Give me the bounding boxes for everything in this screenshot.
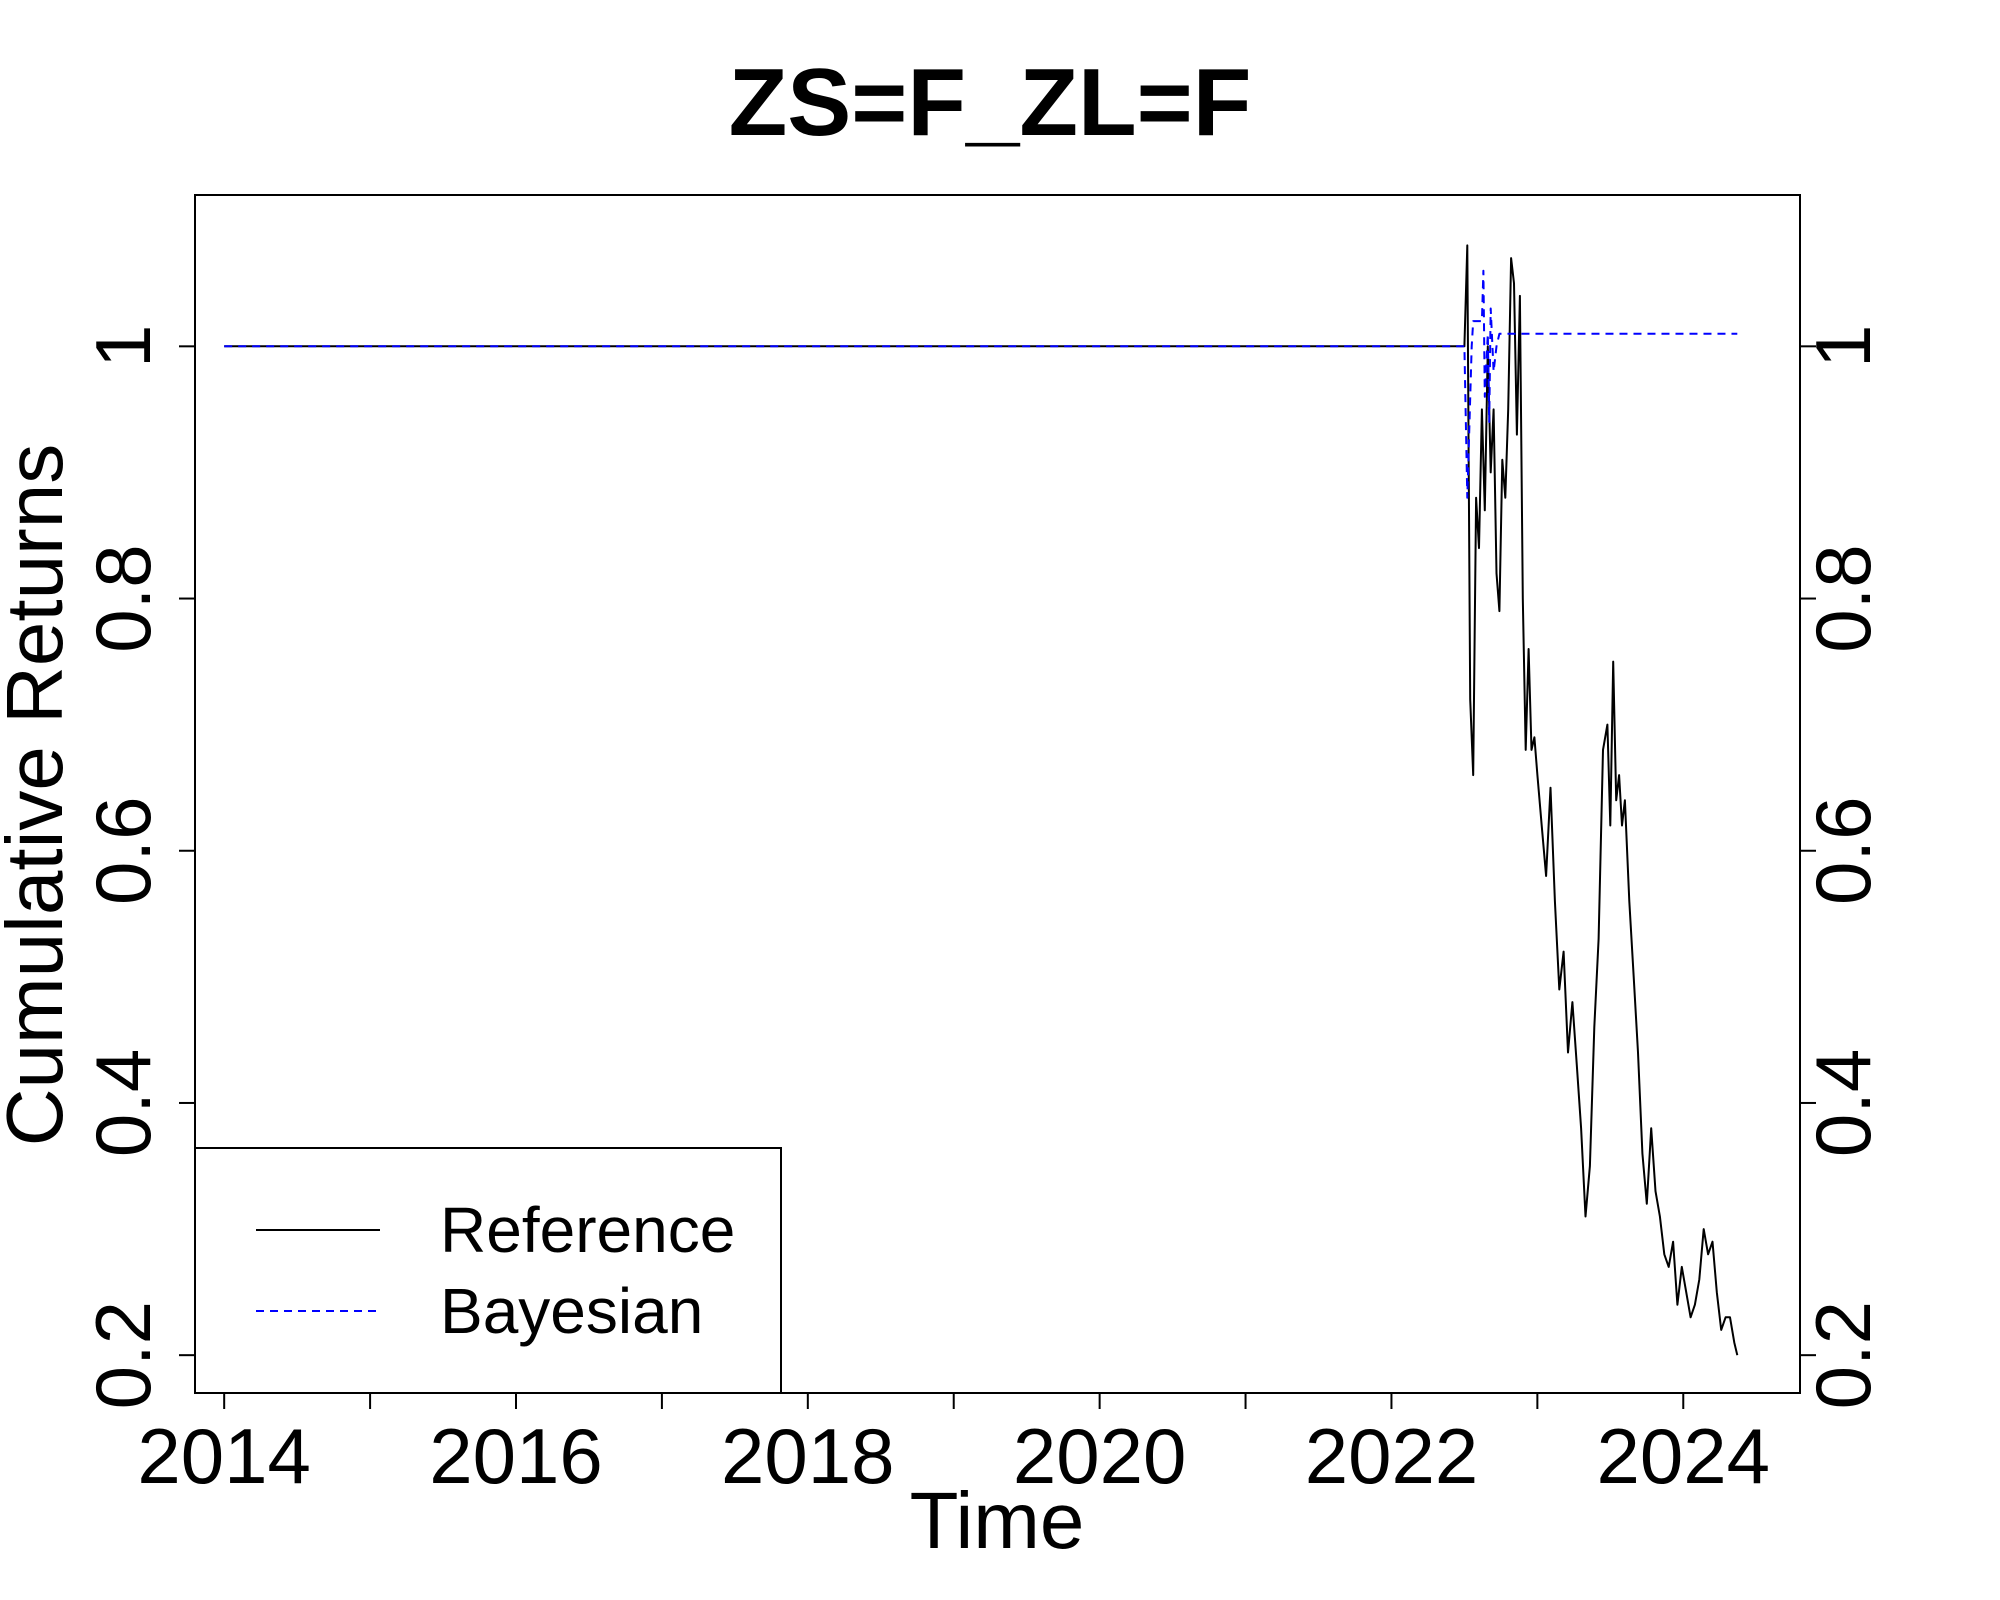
y-axis-right: 0.2 0.4 0.6 0.8 1 — [1799, 325, 1887, 1410]
y-tick-label-right-1: 1 — [1799, 325, 1887, 368]
x-tick-label-2024: 2024 — [1597, 1412, 1771, 1500]
legend-label-reference: Reference — [440, 1194, 735, 1266]
y-tick-label-left-0.2: 0.2 — [79, 1301, 167, 1409]
x-tick-label-2014: 2014 — [137, 1412, 311, 1500]
y-tick-label-right-0.4: 0.4 — [1799, 1049, 1887, 1157]
x-axis-label: Time — [910, 1476, 1085, 1565]
legend: Reference Bayesian — [194, 1147, 782, 1394]
y-tick-label-right-0.8: 0.8 — [1799, 544, 1887, 652]
x-axis: 2014 2016 2018 2020 2022 2024 — [137, 1393, 1770, 1500]
x-tick-label-2020: 2020 — [1013, 1412, 1187, 1500]
legend-box — [194, 1147, 782, 1394]
series-layer — [224, 244, 1739, 1356]
y-tick-label-right-0.6: 0.6 — [1799, 797, 1887, 905]
y-tick-label-left-0.4: 0.4 — [79, 1049, 167, 1157]
series-line-bayesian — [224, 269, 1738, 499]
x-tick-label-2016: 2016 — [429, 1412, 603, 1500]
legend-label-bayesian: Bayesian — [440, 1275, 703, 1347]
x-tick-label-2018: 2018 — [721, 1412, 895, 1500]
chart-title: ZS=F_ZL=F — [729, 49, 1252, 156]
y-axis-label: Cumulative Returns — [0, 444, 79, 1147]
y-axis-left: 0.2 0.4 0.6 0.8 1 — [79, 325, 195, 1409]
y-tick-label-right-0.2: 0.2 — [1799, 1301, 1887, 1409]
y-tick-label-left-0.8: 0.8 — [79, 544, 167, 652]
series-line-reference — [224, 244, 1739, 1356]
y-tick-label-left-0.6: 0.6 — [79, 797, 167, 905]
y-tick-label-left-1: 1 — [79, 325, 167, 368]
x-tick-label-2022: 2022 — [1305, 1412, 1479, 1500]
plot-frame — [194, 194, 1801, 1394]
